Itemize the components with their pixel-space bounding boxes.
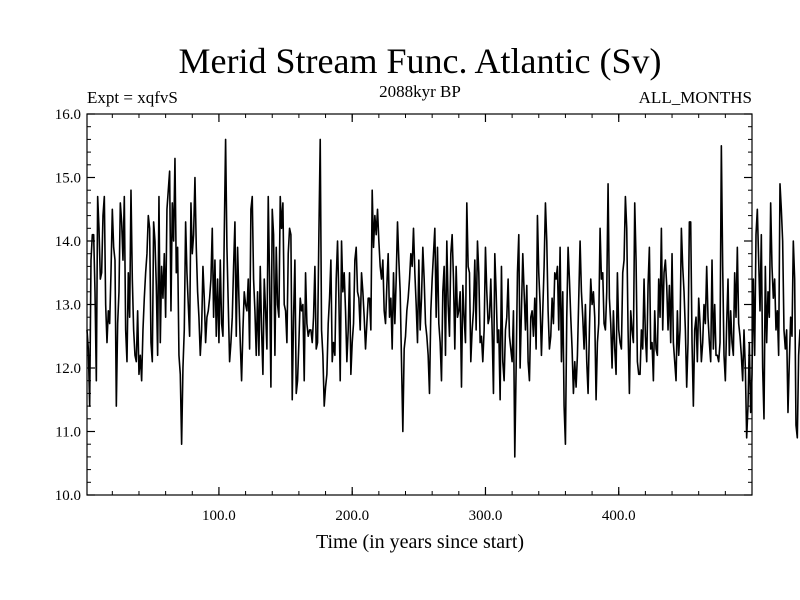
x-tick-label: 300.0 — [469, 508, 503, 524]
y-tick-label: 12.0 — [55, 361, 81, 377]
y-tick-label: 10.0 — [55, 488, 81, 504]
y-tick-label: 14.0 — [55, 234, 81, 250]
x-axis-label: Time (in years since start) — [316, 531, 524, 553]
x-tick-label: 400.0 — [602, 508, 636, 524]
plot-frame — [86, 113, 753, 496]
chart-title: Merid Stream Func. Atlantic (Sv) — [179, 41, 662, 81]
y-tick-label: 11.0 — [55, 425, 81, 441]
x-tick-label: 100.0 — [202, 508, 236, 524]
y-tick-label: 16.0 — [55, 107, 81, 123]
months-label: ALL_MONTHS — [639, 88, 752, 107]
experiment-label: Expt = xqfvS — [87, 88, 178, 107]
period-label: 2088kyr BP — [379, 82, 461, 101]
x-axis: 100.0 200.0 300.0 400.0 — [111, 114, 726, 524]
y-tick-label: 13.0 — [55, 298, 81, 314]
y-axis: 10.0 11.0 12.0 13.0 14.0 15.0 16.0 — [55, 107, 752, 504]
series-line — [86, 138, 800, 458]
x-tick-label: 200.0 — [335, 508, 369, 524]
y-tick-label: 15.0 — [55, 171, 81, 187]
